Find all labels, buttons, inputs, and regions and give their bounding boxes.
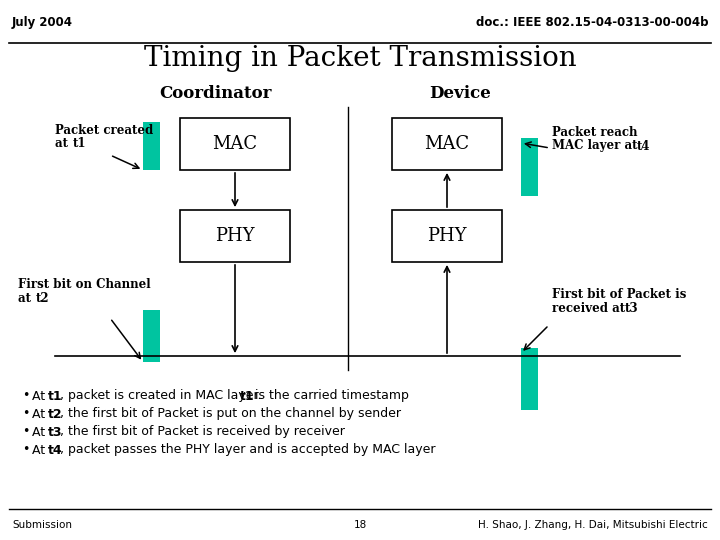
Text: At: At xyxy=(32,443,49,456)
Text: at: at xyxy=(55,138,72,151)
Text: Packet created: Packet created xyxy=(55,124,153,137)
Text: Device: Device xyxy=(429,85,491,103)
Text: •: • xyxy=(22,443,30,456)
Text: H. Shao, J. Zhang, H. Dai, Mitsubishi Electric: H. Shao, J. Zhang, H. Dai, Mitsubishi El… xyxy=(478,520,708,530)
Text: at: at xyxy=(18,292,35,305)
Text: Submission: Submission xyxy=(12,520,72,530)
Text: First bit of Packet is: First bit of Packet is xyxy=(552,288,686,301)
Text: t2: t2 xyxy=(36,292,50,305)
Text: , the first bit of Packet is put on the channel by sender: , the first bit of Packet is put on the … xyxy=(60,408,400,421)
Text: PHY: PHY xyxy=(427,227,467,245)
Text: Packet reach: Packet reach xyxy=(552,126,637,139)
Text: t2: t2 xyxy=(48,408,63,421)
Text: , packet is created in MAC layer.: , packet is created in MAC layer. xyxy=(60,389,265,402)
Text: MAC: MAC xyxy=(212,135,258,153)
Text: , packet passes the PHY layer and is accepted by MAC layer: , packet passes the PHY layer and is acc… xyxy=(60,443,435,456)
Bar xyxy=(180,118,290,170)
Bar xyxy=(143,310,160,362)
Text: PHY: PHY xyxy=(215,227,255,245)
Text: t1: t1 xyxy=(240,389,254,402)
Text: •: • xyxy=(22,426,30,438)
Text: t1: t1 xyxy=(73,138,86,151)
Text: At: At xyxy=(32,426,49,438)
Text: received at: received at xyxy=(552,301,629,314)
Text: •: • xyxy=(22,408,30,421)
Text: is the carried timestamp: is the carried timestamp xyxy=(251,389,409,402)
Text: t3: t3 xyxy=(48,426,63,438)
Text: At: At xyxy=(32,408,49,421)
Bar xyxy=(521,138,538,196)
Bar xyxy=(143,122,160,170)
Bar xyxy=(180,210,290,262)
Text: MAC: MAC xyxy=(424,135,469,153)
Bar xyxy=(521,348,538,410)
Text: , the first bit of Packet is received by receiver: , the first bit of Packet is received by… xyxy=(60,426,344,438)
Bar xyxy=(392,118,502,170)
Text: Coordinator: Coordinator xyxy=(158,85,271,103)
Text: MAC layer at: MAC layer at xyxy=(552,139,642,152)
Text: July 2004: July 2004 xyxy=(12,16,73,29)
Text: t3: t3 xyxy=(625,301,639,314)
Bar xyxy=(392,210,502,262)
Text: First bit on Channel: First bit on Channel xyxy=(18,279,150,292)
Text: t4: t4 xyxy=(637,139,650,152)
Text: t4: t4 xyxy=(48,443,63,456)
Text: Timing in Packet Transmission: Timing in Packet Transmission xyxy=(144,44,576,71)
Text: •: • xyxy=(22,389,30,402)
Text: At: At xyxy=(32,389,49,402)
Text: doc.: IEEE 802.15-04-0313-00-004b: doc.: IEEE 802.15-04-0313-00-004b xyxy=(475,16,708,29)
Text: t1: t1 xyxy=(48,389,63,402)
Text: 18: 18 xyxy=(354,520,366,530)
